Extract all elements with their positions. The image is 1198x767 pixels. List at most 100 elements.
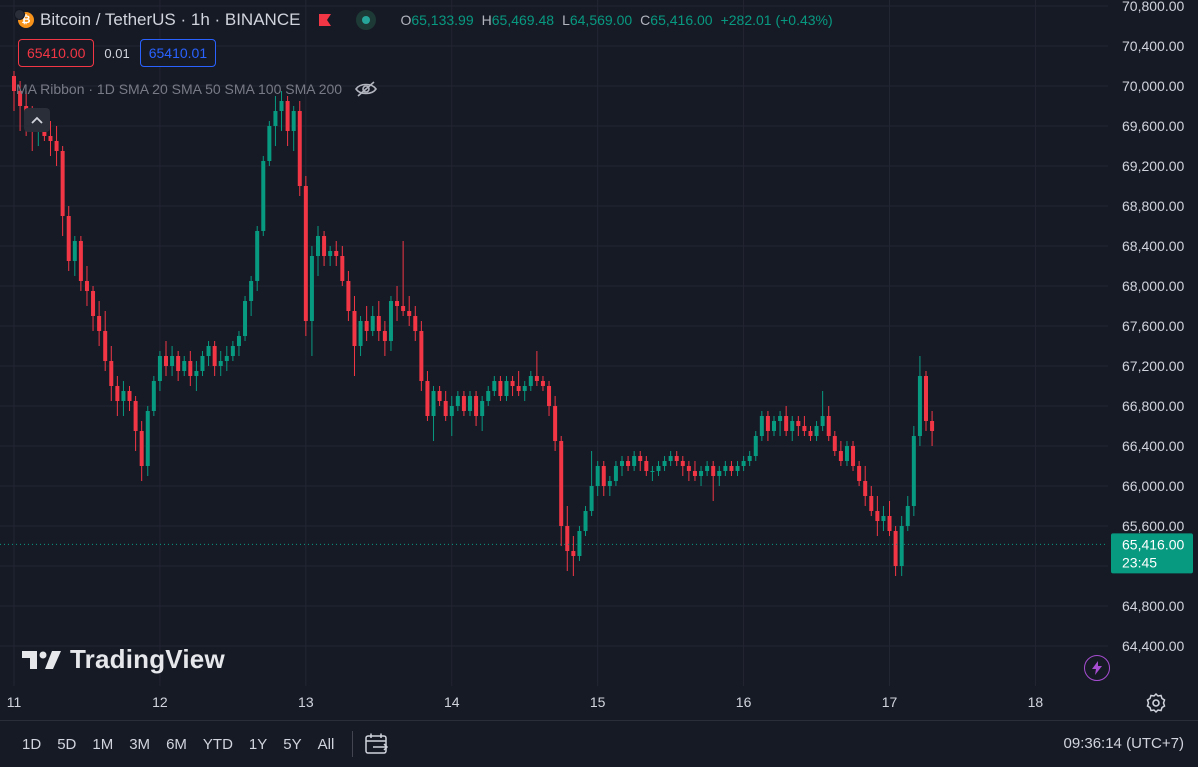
chart-legend: ₿ Bitcoin / TetherUS · 1h · BINANCE O65,… <box>0 0 1108 132</box>
x-tick-label: 15 <box>590 694 606 710</box>
candle-body <box>449 406 454 416</box>
candle-body <box>565 526 570 551</box>
chart-settings-gear-icon[interactable] <box>1144 691 1168 715</box>
candle-body <box>577 531 582 556</box>
candle-body <box>510 381 515 386</box>
candle-body <box>303 186 308 321</box>
candle-body <box>741 461 746 466</box>
go-to-date-button[interactable] <box>363 730 391 758</box>
candle-body <box>291 111 296 131</box>
candle-body <box>571 551 576 556</box>
candle-body <box>194 371 199 376</box>
range-5d-button[interactable]: 5D <box>57 735 77 753</box>
candle-body <box>917 376 922 436</box>
candle-body <box>820 416 825 426</box>
candle-body <box>802 426 807 431</box>
candle-body <box>224 356 229 361</box>
candle-body <box>437 391 442 401</box>
candle-body <box>887 516 892 531</box>
symbol-header[interactable]: ₿ Bitcoin / TetherUS · 1h · BINANCE O65,… <box>14 8 833 32</box>
candle-body <box>626 461 631 466</box>
candle-body <box>388 301 393 341</box>
candle-body <box>717 471 722 476</box>
indicator-label[interactable]: MA Ribbon · 1D SMA 20 SMA 50 SMA 100 SMA… <box>16 81 343 97</box>
range-1y-button[interactable]: 1Y <box>248 735 268 753</box>
last-price-label: 65,416.00 <box>1122 536 1184 552</box>
candle-body <box>164 356 168 366</box>
symbol-title[interactable]: Bitcoin / TetherUS · 1h · BINANCE <box>40 10 301 29</box>
candle-body <box>176 356 181 371</box>
candle-body <box>461 396 466 411</box>
candle-body <box>814 426 819 436</box>
open-value: 65,133.99 <box>411 12 474 28</box>
eye-hidden-icon[interactable] <box>354 80 378 98</box>
watermark-text: TradingView <box>70 644 225 674</box>
candle-body <box>723 466 728 471</box>
bar-countdown-label: 23:45 <box>1122 554 1157 570</box>
order-prices: 65410.00 0.01 65410.01 <box>18 39 217 67</box>
range-ytd-button[interactable]: YTD <box>202 735 233 753</box>
y-tick-label: 66,800.00 <box>1122 398 1184 414</box>
candle-body <box>182 361 187 371</box>
x-tick-label: 12 <box>152 694 168 710</box>
y-tick-label: 69,600.00 <box>1122 118 1184 134</box>
collapse-legend-button[interactable] <box>24 108 50 132</box>
candle-body <box>480 401 485 416</box>
candle-body <box>881 516 886 521</box>
x-tick-label: 18 <box>1028 694 1044 710</box>
flag-icon[interactable] <box>318 13 332 27</box>
candle-body <box>711 466 716 476</box>
y-tick-label: 68,000.00 <box>1122 278 1184 294</box>
candle-body <box>18 91 23 106</box>
alerts-flash-button[interactable] <box>1084 655 1110 681</box>
range-1m-button[interactable]: 1M <box>92 735 114 753</box>
candle-body <box>540 381 545 386</box>
ohlc-values: O65,133.99 H65,469.48 L64,569.00 C65,416… <box>400 12 833 28</box>
candle-body <box>595 466 600 486</box>
candle-body <box>632 456 637 466</box>
price-chart[interactable]: 64,400.00 64,800.00 65,600.00 66,000.00 66,4… <box>0 0 1198 720</box>
range-6m-button[interactable]: 6M <box>166 735 187 753</box>
y-tick-label: 70,400.00 <box>1122 38 1184 54</box>
tradingview-watermark[interactable]: TradingView <box>22 644 225 675</box>
candle-body <box>492 381 497 391</box>
candle-body <box>486 391 491 401</box>
x-tick-label: 13 <box>298 694 314 710</box>
timezone-clock[interactable]: 09:36:14 (UTC+7) <box>1063 735 1184 752</box>
range-all-button[interactable]: All <box>317 735 335 753</box>
candle-body <box>832 436 837 451</box>
candle-body <box>273 111 278 126</box>
candle-body <box>851 446 856 466</box>
candle-body <box>376 316 381 331</box>
range-3m-button[interactable]: 3M <box>129 735 151 753</box>
exchange-badge-icon <box>14 9 25 20</box>
candle-body <box>644 461 649 471</box>
candle-body <box>765 416 770 431</box>
candle-body <box>759 416 764 436</box>
market-status-icon[interactable] <box>356 10 377 30</box>
candle-body <box>790 421 795 431</box>
candle-body <box>97 316 102 331</box>
bitcoin-coin-icon: ₿ <box>14 9 34 28</box>
range-5y-button[interactable]: 5Y <box>283 735 302 753</box>
buy-price-button[interactable]: 65410.01 <box>139 39 217 67</box>
candle-body <box>498 381 503 396</box>
candle-body <box>893 531 898 566</box>
range-1d-button[interactable]: 1D <box>22 735 42 753</box>
candle-body <box>267 126 272 161</box>
low-value: 64,569.00 <box>569 12 633 28</box>
candle-body <box>522 386 527 391</box>
candle-body <box>249 281 254 301</box>
y-tick-label: 70,800.00 <box>1122 0 1184 14</box>
spread-value: 0.01 <box>104 45 130 61</box>
candle-body <box>674 456 679 461</box>
candle-body <box>72 241 77 261</box>
candle-body <box>601 466 606 486</box>
candle-body <box>382 331 387 341</box>
change-value: +282.01 (+0.43%) <box>720 12 833 28</box>
candle-body <box>212 346 217 366</box>
candle-body <box>930 421 935 431</box>
indicator-legend[interactable]: MA Ribbon · 1D SMA 20 SMA 50 SMA 100 SMA… <box>16 80 378 98</box>
sell-price-button[interactable]: 65410.00 <box>18 39 95 67</box>
candle-body <box>869 496 874 511</box>
